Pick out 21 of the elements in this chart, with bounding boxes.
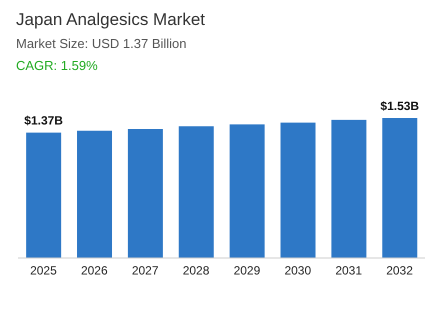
bar: [331, 120, 366, 258]
text: CAGR: 1.59%: [16, 58, 98, 73]
bar: [230, 124, 265, 258]
x-tick-label: 2027: [132, 264, 159, 278]
data-label: $1.37B: [24, 114, 64, 128]
bar: [178, 126, 214, 258]
data-label: $1.53B: [380, 99, 420, 113]
x-tick-label: 2031: [335, 264, 362, 278]
x-tick-label: 2028: [182, 264, 210, 278]
x-tick-label: 2030: [284, 264, 312, 278]
chart-subtitle: Market Size: USD 1.37 Billion: [16, 36, 187, 51]
x-tick-label: 2032: [386, 264, 414, 278]
x-tick-label: 2025: [30, 264, 58, 278]
bar: [128, 128, 163, 258]
bar: [280, 122, 316, 258]
chart-title: Japan Analgesics Market: [16, 10, 205, 30]
x-tick-label: 2029: [234, 264, 261, 278]
bar: [77, 130, 112, 258]
bar: [26, 132, 62, 258]
x-tick-label: 2026: [80, 264, 108, 278]
bar: [382, 118, 418, 258]
